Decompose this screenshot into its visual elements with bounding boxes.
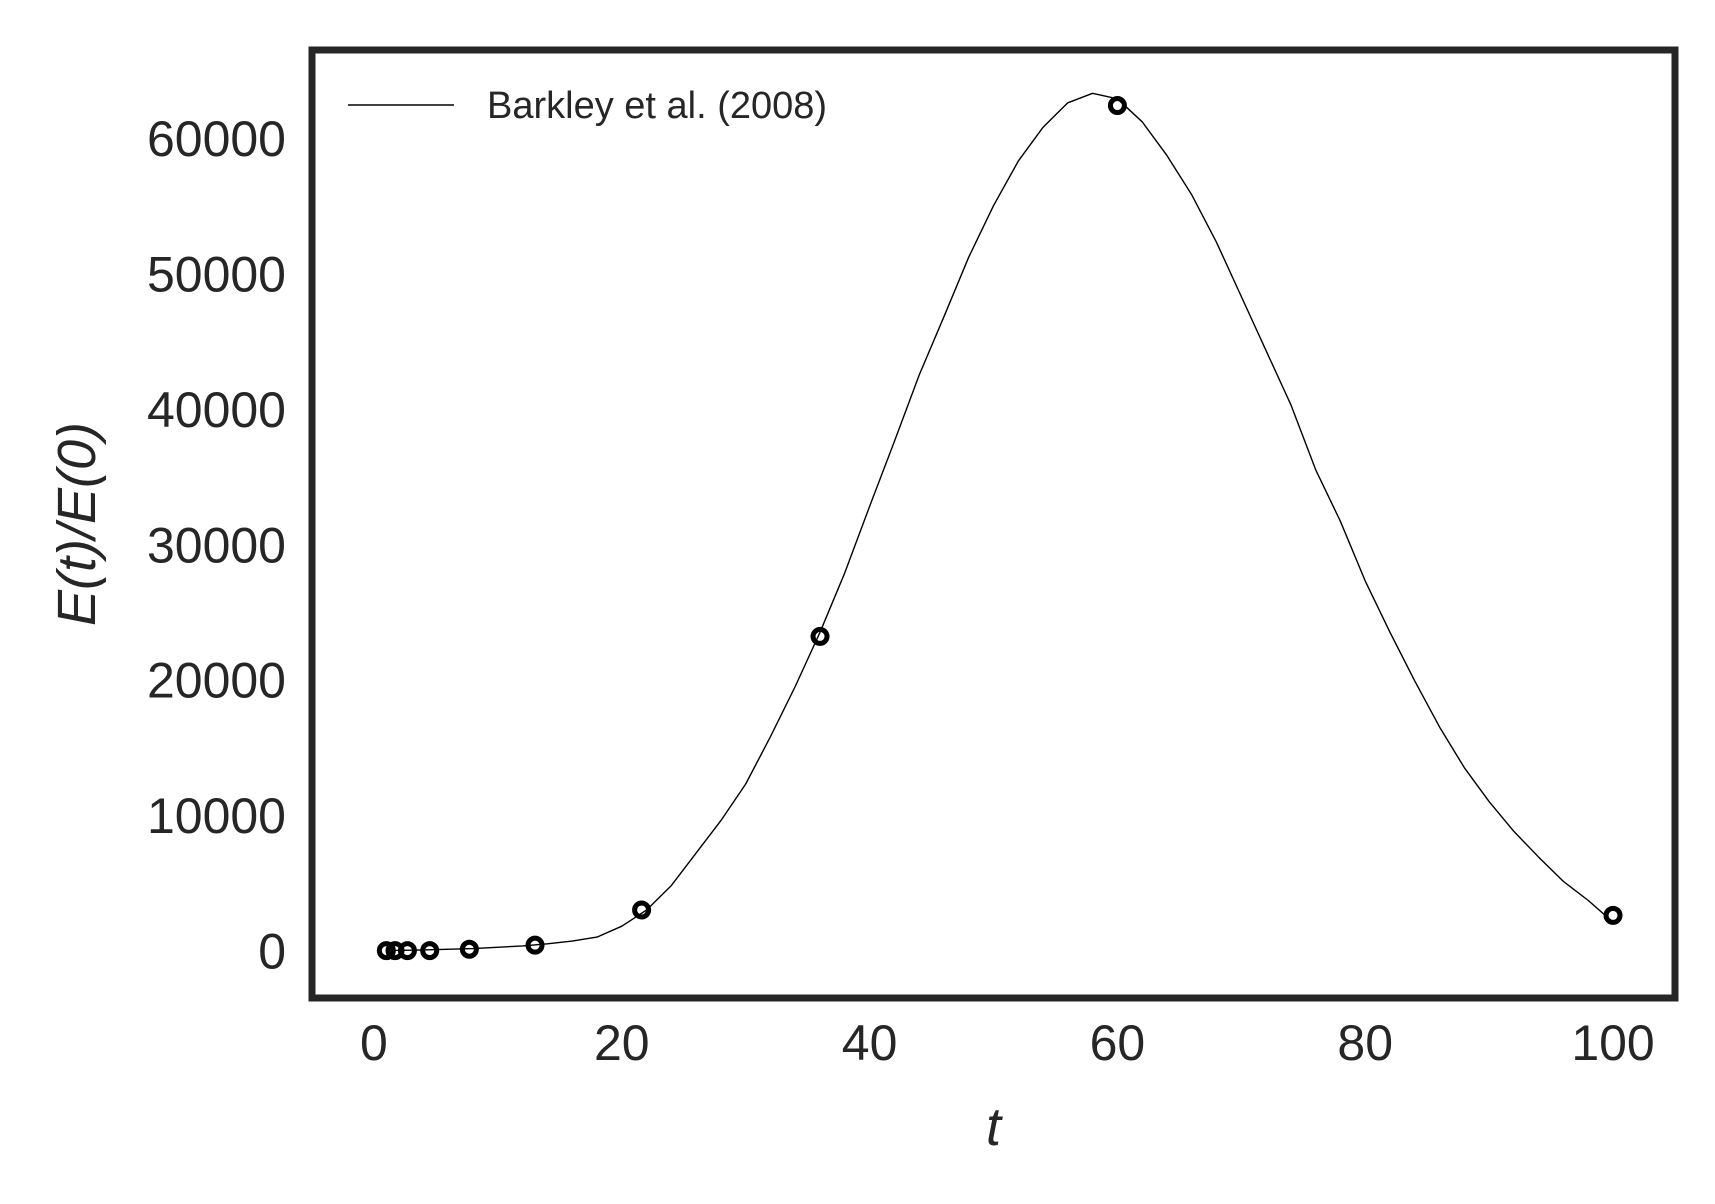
data-point [397,941,417,961]
plot-frame [308,46,1679,1002]
data-point [1107,96,1127,116]
y-axis-label: E(t)/E(0) [47,422,107,626]
x-tick-label: 80 [1337,1015,1393,1071]
legend-label: Barkley et al. (2008) [487,85,827,127]
x-tick-label: 40 [842,1015,898,1071]
x-tick-label: 100 [1571,1015,1654,1071]
data-point [525,935,545,955]
data-point [1603,905,1623,925]
data-point [632,900,652,920]
data-point [420,941,440,961]
y-tick-label: 0 [258,924,286,980]
y-tick-label: 10000 [147,788,286,844]
data-point [376,941,396,961]
series-line [386,92,1614,952]
x-tick-label: 20 [594,1015,650,1071]
y-tick-label: 50000 [147,246,286,302]
y-tick-label: 30000 [147,517,286,573]
data-point [810,626,830,646]
y-tick-label: 20000 [147,653,286,709]
y-tick-label: 40000 [147,382,286,438]
data-point [459,939,479,959]
y-tick-label: 60000 [147,111,286,167]
x-tick-label: 0 [360,1015,388,1071]
x-tick-label: 60 [1090,1015,1146,1071]
x-axis-label: t [986,1097,1003,1157]
